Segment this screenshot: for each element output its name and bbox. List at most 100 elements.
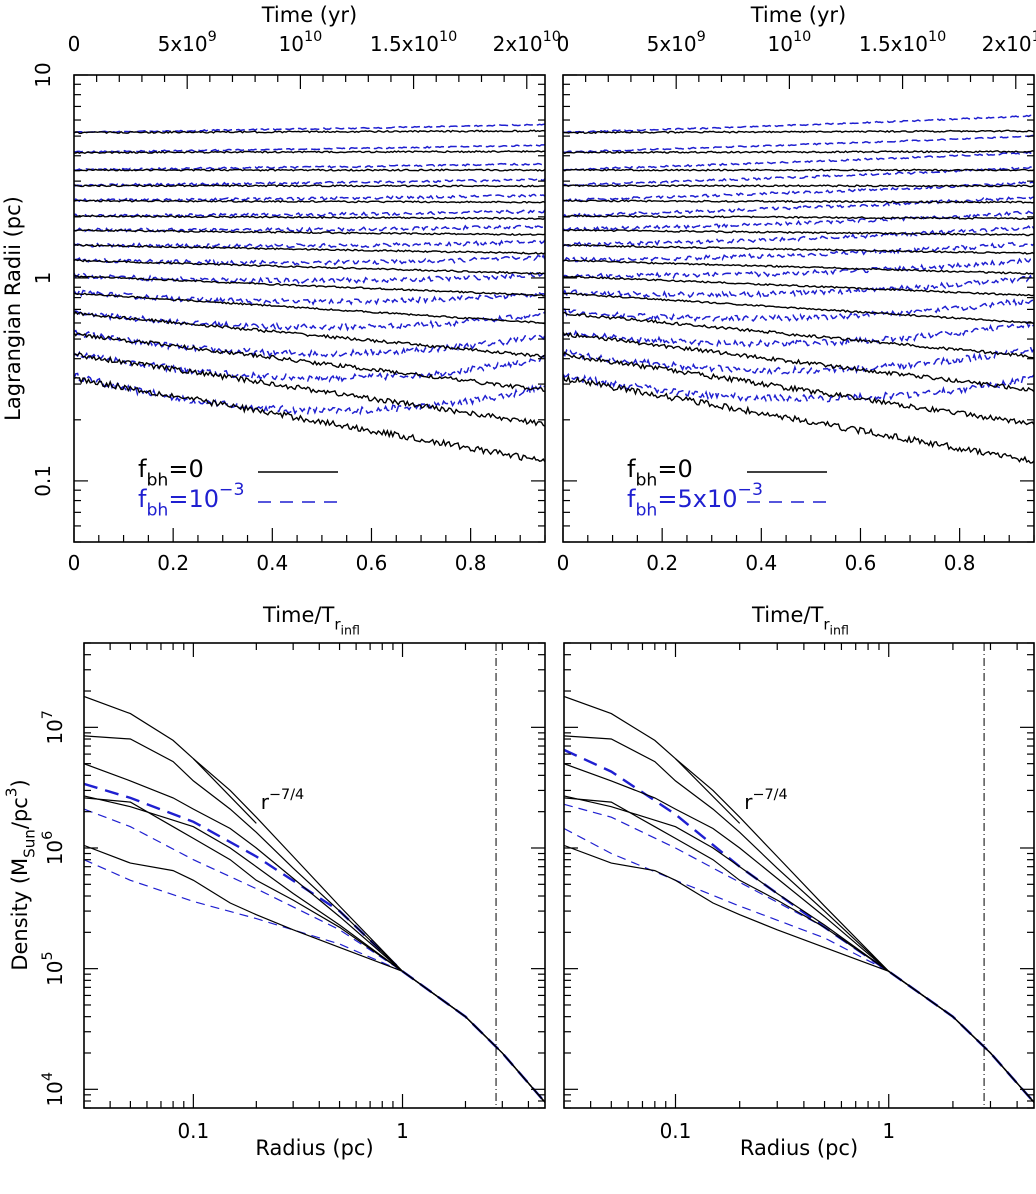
top-axis-label-part: Time (yr) <box>261 3 358 27</box>
solid-density-line <box>564 735 1034 1103</box>
x-tick-label: 0.8 <box>455 551 487 575</box>
top-tick-label-part: 9 <box>697 29 706 45</box>
x-axis-label-part: Radius (pc) <box>255 1136 373 1160</box>
dashed-series-line <box>74 162 545 172</box>
dashed-density-line <box>84 808 545 1103</box>
x-tick-label-part: 0.2 <box>646 551 678 575</box>
solid-density-line <box>84 695 545 1103</box>
y-axis-label-part: /pc <box>8 797 32 829</box>
solid-series-line <box>74 168 545 172</box>
dashed-series-line <box>563 241 1034 263</box>
solid-series-line <box>563 292 1034 325</box>
x-axis-label: Radius (pc) <box>740 1136 858 1160</box>
dashed-series-line <box>563 321 1034 348</box>
slope-label-part: −7/4 <box>269 787 304 803</box>
x-tick-label-part: 1 <box>882 1119 895 1143</box>
solid-series-line <box>74 332 545 393</box>
top-tick-label-part: 1.5x10 <box>370 32 439 56</box>
legend-label: fbh=0 <box>627 455 693 490</box>
solid-series-line <box>74 214 545 221</box>
solid-series-line <box>563 168 1034 172</box>
solid-series-line <box>563 331 1034 393</box>
solid-series-line <box>74 292 545 325</box>
solid-series-line <box>563 243 1034 255</box>
dashed-series-line <box>74 271 545 285</box>
legend-label-part: −3 <box>737 480 762 500</box>
legend-label-part: bh <box>635 500 657 520</box>
top-tick-label-part: 10 <box>543 29 561 45</box>
y-tick-label: 0.1 <box>31 465 55 497</box>
x-tick-label: 0 <box>68 551 81 575</box>
solid-density-line <box>564 795 1034 1103</box>
legend-label-part: −3 <box>219 480 244 500</box>
top-tick-label-part: 10 <box>279 32 304 56</box>
x-tick-label-part: 0.2 <box>157 551 189 575</box>
top-tick-label-part: 10 <box>793 29 811 45</box>
plot-frame <box>563 642 1035 1109</box>
legend-label-part: bh <box>146 470 168 490</box>
top-tick-label: 1010 <box>279 29 323 56</box>
legend-label-part: f <box>138 455 147 483</box>
y-tick-label-part: 6 <box>40 831 56 840</box>
y-axis-label-part: ) <box>8 779 32 787</box>
y-tick-label: 106 <box>40 831 67 866</box>
solid-series-line <box>74 352 545 427</box>
y-tick-label-part: 10 <box>43 719 67 744</box>
solid-density-line <box>564 695 1034 1103</box>
top-tick-label-part: 9 <box>208 29 217 45</box>
y-tick-label-part: 10 <box>31 62 55 87</box>
dashed-series-line <box>563 195 1034 218</box>
top-tick-label-part: 10 <box>439 29 457 45</box>
x-axis-label-part: r <box>334 615 341 633</box>
legend-label: fbh=5x10−3 <box>627 480 763 520</box>
x-tick-label-part: 1 <box>396 1119 409 1143</box>
solid-series-line <box>563 259 1034 275</box>
dashed-series-line <box>74 308 545 332</box>
dashed-series-line <box>563 345 1034 375</box>
x-tick-label: 0.6 <box>845 551 877 575</box>
dashed-series-line <box>74 372 545 416</box>
y-tick-label: 104 <box>40 1072 67 1107</box>
top-tick-label: 1010 <box>768 29 812 56</box>
dashed-density-line <box>84 782 545 1104</box>
dashed-series-line <box>74 350 545 383</box>
y-axis-label-part: 3 <box>3 788 21 798</box>
top-tick-label-part: 2x10 <box>493 32 543 56</box>
x-axis-label-part: infl <box>341 623 360 638</box>
x-axis-label: Radius (pc) <box>255 1136 373 1160</box>
dashed-series-line <box>563 297 1034 323</box>
dashed-series-line <box>74 223 545 233</box>
solid-density-line <box>84 844 545 1103</box>
solid-density-line <box>84 795 545 1103</box>
top-tick-label: 0 <box>68 32 81 56</box>
x-tick-label: 0.1 <box>177 1119 209 1143</box>
y-axis-label-part: Lagrangian Radii (pc) <box>1 196 25 421</box>
solid-series-line <box>563 351 1034 426</box>
solid-density-line <box>84 797 545 1103</box>
plot-area <box>74 123 545 463</box>
x-axis-label-part: Time/T <box>262 603 334 627</box>
legend-label: fbh=0 <box>138 455 204 490</box>
solid-series-line <box>74 243 545 255</box>
y-tick-label: 105 <box>40 951 67 986</box>
dashed-series-line <box>563 114 1034 134</box>
y-tick-label-part: 1 <box>31 272 55 285</box>
y-tick-label: 1 <box>31 272 55 285</box>
x-tick-label: 0 <box>557 551 570 575</box>
solid-series-line <box>563 150 1034 155</box>
y-axis-label-part: Density <box>8 884 32 971</box>
solid-series-line <box>563 311 1034 359</box>
dashed-series-line <box>74 144 545 154</box>
legend-label-part: f <box>627 485 636 513</box>
top-tick-label: 5x109 <box>647 29 706 56</box>
panel-lagrangian-radii-right: 00.20.40.60.805x10910101.5x10102x1010Tim… <box>557 3 1036 638</box>
solid-series-line <box>74 129 545 135</box>
slope-label-part: −7/4 <box>752 787 787 803</box>
y-tick-label-part: 0.1 <box>31 465 55 497</box>
legend-label-part: =10 <box>168 485 219 513</box>
legend-label-part: =0 <box>168 455 203 483</box>
top-tick-label: 1.5x1010 <box>370 29 457 56</box>
slope-label: r−7/4 <box>744 787 787 814</box>
